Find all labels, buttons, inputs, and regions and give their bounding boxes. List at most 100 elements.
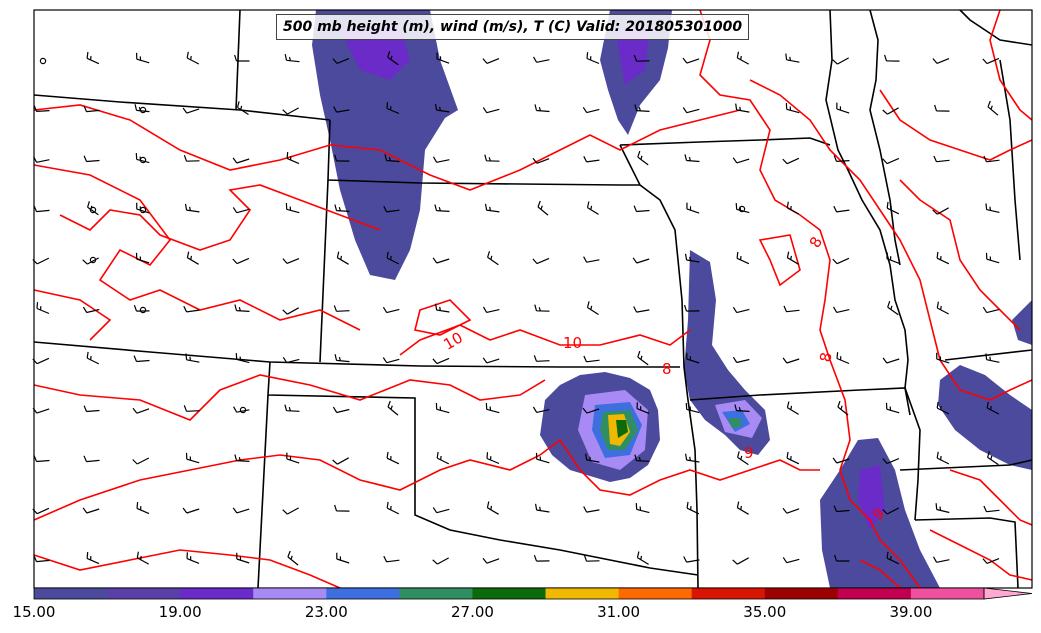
wind-barb: [932, 207, 949, 215]
wind-barb: [332, 406, 350, 414]
wind-barbs: [32, 51, 1000, 566]
wind-barb: [736, 51, 749, 65]
wind-barb: [734, 404, 750, 412]
wind-barb: [636, 551, 649, 565]
wind-barb: [185, 353, 200, 363]
wind-barb: [233, 406, 250, 413]
wind-barb: [586, 301, 599, 316]
wind-barb: [236, 101, 249, 116]
wind-barb: [532, 157, 550, 164]
wind-barb: [634, 454, 650, 462]
wind-barb: [684, 253, 700, 263]
wind-barb: [635, 503, 650, 514]
wind-barb: [932, 58, 950, 64]
wind-barb: [36, 302, 50, 315]
wind-barb: [333, 305, 350, 312]
contour-label-8-a: 8: [662, 360, 672, 378]
wind-barb: [583, 506, 600, 513]
wind-barb: [286, 452, 300, 464]
wind-barb: [185, 452, 200, 464]
wind-barb: [533, 554, 550, 562]
wind-barb: [484, 154, 500, 162]
wind-barb: [534, 304, 550, 312]
wind-barb: [882, 357, 900, 364]
wind-barb: [336, 552, 350, 564]
wind-barb: [633, 55, 650, 62]
colorbar-segment: [34, 588, 108, 599]
wind-barb: [686, 202, 700, 214]
wind-barb: [532, 257, 550, 265]
wind-barb: [737, 451, 749, 466]
colorbar-tick-label: 31.00: [597, 603, 641, 621]
wind-barb: [682, 107, 700, 114]
wind-barb: [336, 251, 349, 265]
wind-barb: [633, 205, 650, 213]
wind-barb: [936, 401, 950, 415]
wind-barb: [736, 501, 749, 515]
wind-barb: [432, 257, 450, 264]
wind-barb: [935, 503, 950, 514]
wind-barb: [583, 355, 600, 363]
colorbar-segment: [545, 588, 620, 599]
wind-barb: [234, 304, 250, 312]
contour-label-9-a: 9: [744, 444, 754, 462]
wind-barb: [282, 258, 300, 264]
wind-barb: [482, 306, 500, 313]
wind-barb: [832, 457, 850, 464]
colorbar-segment: [837, 588, 912, 599]
wind-barb: [386, 451, 400, 465]
wind-barb: [235, 353, 250, 364]
inner-darkgreen-ok: [616, 420, 628, 438]
wind-barb: [383, 205, 400, 213]
wind-barb: [284, 404, 300, 412]
state-boundaries: [33, 9, 1033, 589]
wind-barb: [537, 200, 549, 216]
wind-barb: [833, 505, 850, 513]
wind-barb: [232, 507, 250, 514]
wind-barb: [86, 51, 100, 65]
wind-barb: [683, 556, 700, 563]
wind-barb: [685, 403, 700, 414]
wind-barb: [783, 305, 800, 313]
wind-barb: [334, 504, 350, 512]
wind-barb: [882, 157, 900, 165]
wind-barb: [83, 155, 100, 163]
calm-wind-markers: [39, 57, 746, 414]
wind-barb: [936, 251, 950, 265]
wind-barb: [932, 556, 950, 563]
wind-barb: [432, 156, 450, 163]
wind-barb: [785, 102, 800, 114]
wind-barb: [786, 251, 799, 265]
wind-barb: [532, 406, 550, 413]
colorbar-segment: [399, 588, 473, 599]
wind-barb: [287, 550, 299, 566]
wind-barb: [186, 51, 200, 65]
wind-barb: [934, 104, 950, 112]
wind-barb: [486, 501, 499, 515]
wind-barb: [686, 352, 700, 364]
wind-barb: [583, 555, 600, 562]
wind-barb: [782, 157, 800, 165]
wind-barb: [285, 202, 300, 214]
wind-barb: [686, 501, 700, 515]
wind-barb: [637, 350, 649, 366]
wind-barb: [836, 352, 850, 365]
wind-barb: [136, 52, 150, 64]
wind-barb: [132, 407, 150, 414]
wind-barb: [732, 557, 749, 565]
wind-barb: [232, 207, 250, 214]
wind-barb: [334, 154, 350, 162]
colorbar-tick-label: 23.00: [304, 603, 348, 621]
wind-barb: [782, 507, 800, 514]
wind-barb: [487, 251, 499, 266]
wind-barb: [985, 353, 1000, 363]
wind-barb: [86, 552, 100, 565]
wind-barb: [435, 402, 450, 414]
wind-barb: [387, 400, 399, 416]
wind-barb: [133, 304, 150, 312]
wind-barb: [386, 102, 400, 115]
wind-barb: [382, 306, 400, 314]
wind-barb: [636, 402, 650, 414]
wind-barb: [785, 53, 800, 63]
